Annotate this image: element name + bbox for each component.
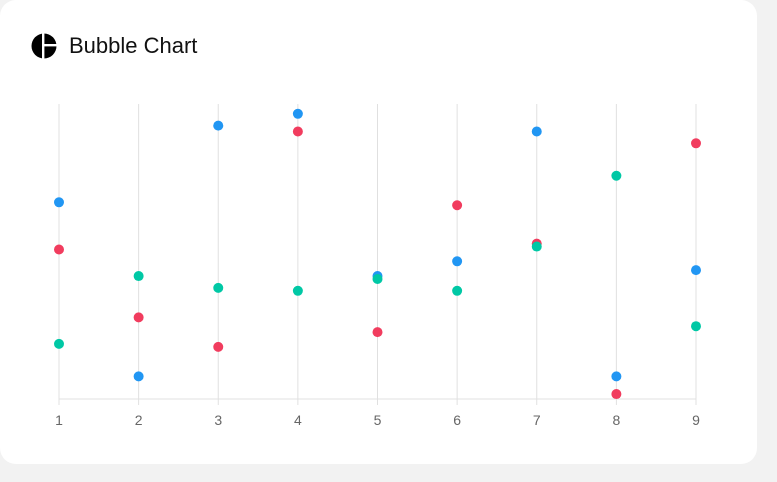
chart-card: Bubble Chart 1 2 3 4 5 6 7 8 9 — [0, 0, 757, 464]
x-tick-label: 7 — [533, 412, 541, 428]
series-3 — [54, 170, 701, 349]
x-tick-labels: 1 2 3 4 5 6 7 8 9 — [55, 412, 700, 428]
data-point[interactable] — [133, 271, 144, 282]
data-point[interactable] — [372, 274, 383, 284]
data-point[interactable] — [611, 389, 622, 400]
data-point[interactable] — [54, 244, 64, 255]
chart-header: Bubble Chart — [31, 31, 197, 61]
data-point[interactable] — [531, 126, 542, 137]
data-point[interactable] — [54, 338, 64, 349]
pie-chart-icon — [31, 33, 57, 59]
data-point[interactable] — [452, 200, 463, 211]
x-tick-label: 1 — [55, 412, 63, 428]
grid-lines — [58, 104, 697, 399]
bubble-chart: 1 2 3 4 5 6 7 8 9 — [54, 104, 701, 428]
data-point[interactable] — [133, 312, 144, 323]
x-tick-label: 4 — [294, 412, 302, 428]
x-tick-label: 8 — [612, 412, 620, 428]
data-point[interactable] — [691, 265, 701, 276]
data-point[interactable] — [213, 341, 224, 352]
x-axis — [58, 398, 697, 405]
x-tick-label: 6 — [453, 412, 461, 428]
chart-title: Bubble Chart — [69, 33, 198, 58]
data-point[interactable] — [54, 197, 64, 208]
data-point[interactable] — [213, 282, 224, 293]
data-point[interactable] — [691, 138, 701, 149]
data-point[interactable] — [292, 285, 303, 296]
data-point[interactable] — [372, 327, 383, 338]
data-point[interactable] — [133, 371, 144, 382]
data-point[interactable] — [452, 256, 463, 267]
x-tick-label: 2 — [135, 412, 143, 428]
data-point[interactable] — [292, 108, 303, 119]
data-point[interactable] — [292, 126, 303, 137]
x-tick-label: 9 — [692, 412, 700, 428]
data-point[interactable] — [691, 321, 701, 332]
data-point[interactable] — [213, 120, 224, 131]
data-point[interactable] — [611, 170, 622, 181]
data-points — [54, 108, 701, 400]
data-point[interactable] — [531, 241, 542, 252]
data-point[interactable] — [452, 285, 463, 296]
data-point[interactable] — [611, 371, 622, 382]
x-tick-label: 5 — [374, 412, 382, 428]
x-tick-label: 3 — [214, 412, 222, 428]
